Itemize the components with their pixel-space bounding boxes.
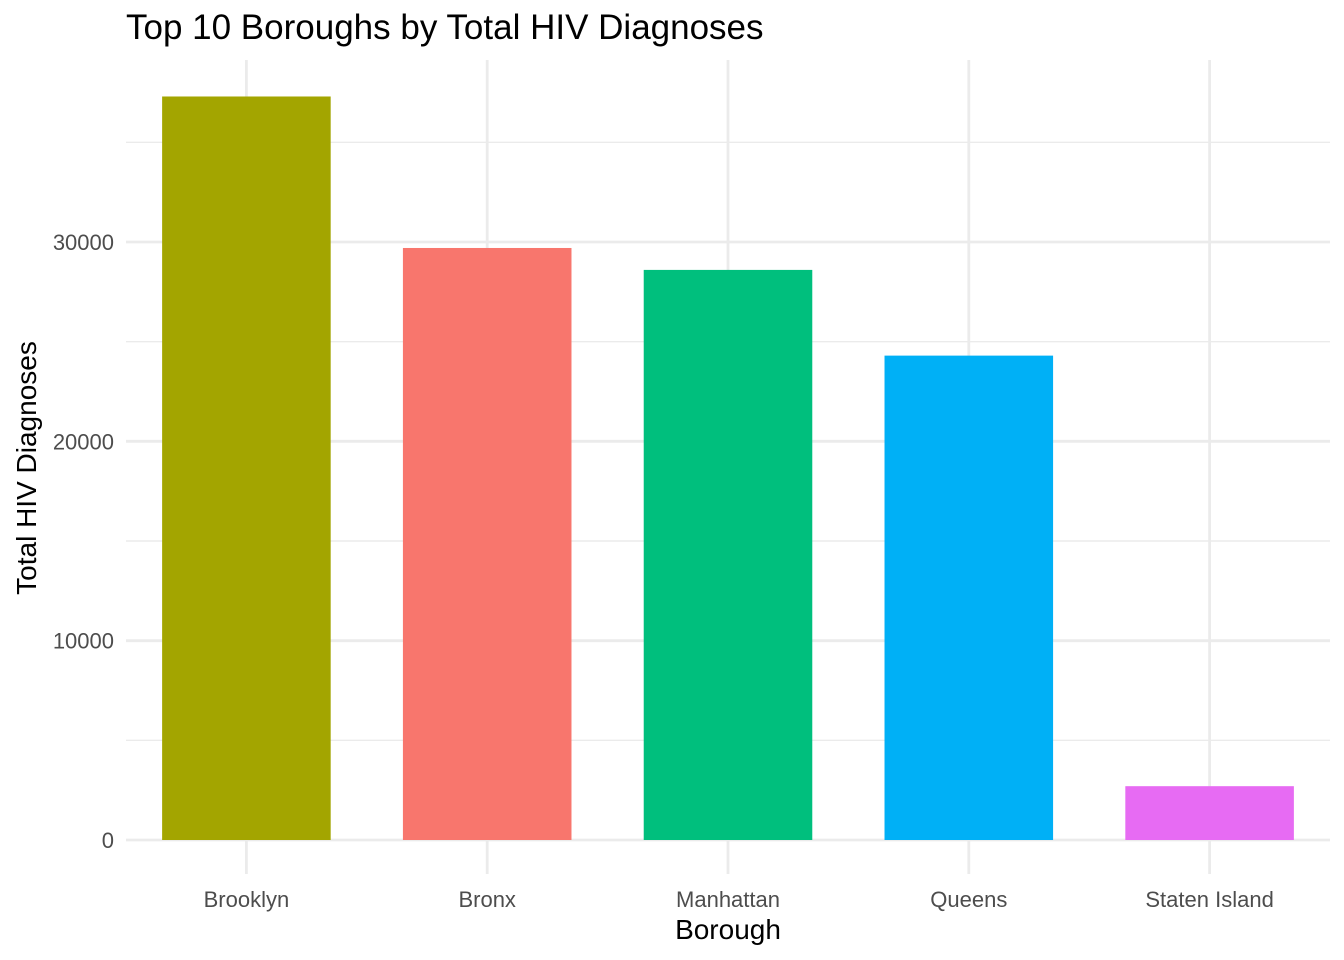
bar-brooklyn <box>162 96 331 840</box>
y-tick-label: 20000 <box>53 429 114 454</box>
bar-staten-island <box>1125 786 1294 840</box>
x-tick-label: Staten Island <box>1145 887 1273 912</box>
x-tick-label: Bronx <box>458 887 515 912</box>
x-tick-label: Queens <box>930 887 1007 912</box>
bars <box>162 96 1294 841</box>
x-axis-title: Borough <box>675 914 781 945</box>
y-tick-label: 30000 <box>53 230 114 255</box>
bar-manhattan <box>643 269 813 840</box>
axis-tick-labels: 0 10000 20000 30000 Brooklyn Bronx Manhattan Qu… <box>53 230 1274 912</box>
y-tick-label: 0 <box>102 828 114 853</box>
x-tick-label: Brooklyn <box>204 887 290 912</box>
chart-title: Top 10 Boroughs by Total HIV Diagnoses <box>126 8 764 47</box>
y-tick-label: 10000 <box>53 629 114 654</box>
x-tick-label: Manhattan <box>676 887 780 912</box>
bar-queens <box>884 355 1054 840</box>
y-axis-title: Total HIV Diagnoses <box>11 341 42 595</box>
bar-bronx <box>402 247 572 841</box>
